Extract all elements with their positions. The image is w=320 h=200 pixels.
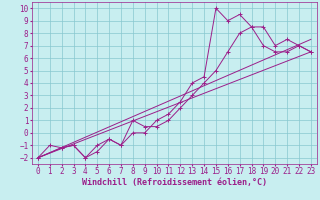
X-axis label: Windchill (Refroidissement éolien,°C): Windchill (Refroidissement éolien,°C) (82, 178, 267, 187)
